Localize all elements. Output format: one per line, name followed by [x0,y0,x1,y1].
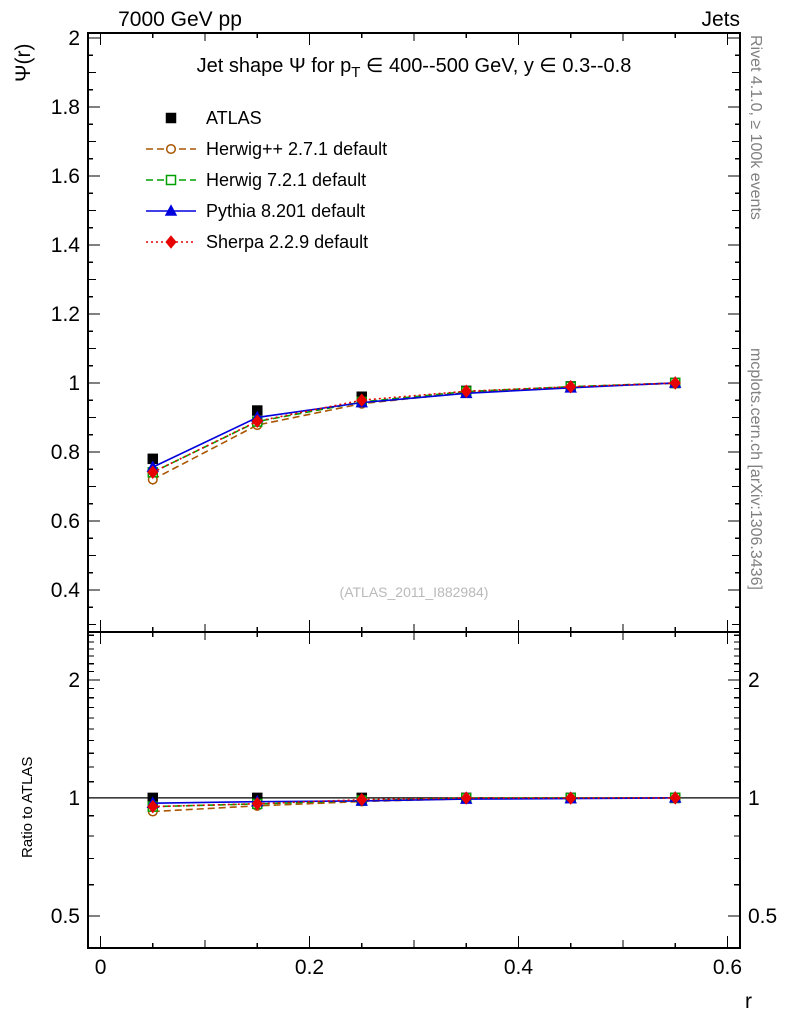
ratio-panel-frame [87,631,741,949]
legend-item-atlas: ATLAS [165,108,262,128]
chart-area: 0 0.2 0.4 0.6 0.4 0.6 0.8 1 1.2 1.4 1.6 1.8 2 0.5 0.5 1… [51,27,777,979]
y-tick-label: 0.4 [51,579,81,602]
title-post: ∈ 400--500 GeV, y ∈ 0.3--0.8 [360,55,631,77]
legend-label: Herwig++ 2.7.1 default [206,139,387,159]
x-tick-label: 0.4 [504,956,534,979]
y-tick-label: 1.6 [51,165,80,188]
process-label: Jets [701,8,740,31]
legend-label: Pythia 8.201 default [206,201,365,221]
axes: 0 0.2 0.4 0.6 0.4 0.6 0.8 1 1.2 1.4 1.6 1.8 2 0.5 0.5 1… [51,27,777,979]
main-panel-frame [87,32,741,633]
series-sherpa-2-2-9-default [147,376,681,814]
y-axis-label: Ψ(r) [12,43,35,82]
legend-item-sherpa-2-2-9-default: Sherpa 2.2.9 default [146,232,368,252]
legend-label: Sherpa 2.2.9 default [206,232,368,252]
rivet-version-label: Rivet 4.1.0, ≥ 100k events [747,35,764,220]
ratio-tick-label-left: 1 [68,787,80,810]
y-tick-label: 1.2 [51,303,80,326]
x-tick-label: 0 [95,956,107,979]
ratio-tick-label-right: 2 [748,669,760,692]
legend-item-herwig-7-2-1-default: Herwig 7.2.1 default [146,170,366,190]
ratio-tick-label-right: 0.5 [748,905,777,928]
mcplots-credit-label: mcplots.cern.ch [arXiv:1306.3436] [747,348,764,590]
legend: ATLAS Herwig++ 2.7.1 default Herwig 7.2.1 … [146,108,387,252]
legend-item-herwig-2-7-1-default: Herwig++ 2.7.1 default [146,139,387,159]
watermark-label: (ATLAS_2011_I882984) [340,584,489,600]
title-pre: Jet shape Ψ for p [197,55,352,77]
legend-label: Herwig 7.2.1 default [206,170,366,190]
x-tick-label: 0.2 [295,956,324,979]
y-tick-label: 1.8 [51,96,80,119]
title-sub: T [351,64,360,81]
y-tick-label: 2 [68,27,80,50]
y-tick-label: 1.4 [51,234,81,257]
y-tick-label: 1 [68,372,80,395]
x-axis-label: r [745,990,752,1013]
ratio-axis-label: Ratio to ATLAS [19,757,36,858]
plot-title: Jet shape Ψ for pT ∈ 400--500 GeV, y ∈ 0… [197,55,632,81]
legend-item-pythia-8-201-default: Pythia 8.201 default [146,201,365,221]
beam-energy-label: 7000 GeV pp [118,8,242,31]
ratio-tick-label-left: 2 [68,669,80,692]
x-tick-label: 0.6 [713,956,742,979]
legend-label: ATLAS [206,108,262,128]
ratio-tick-label-left: 0.5 [51,905,80,928]
y-tick-label: 0.6 [51,510,80,533]
ratio-tick-label-right: 1 [748,787,760,810]
y-tick-label: 0.8 [51,441,80,464]
